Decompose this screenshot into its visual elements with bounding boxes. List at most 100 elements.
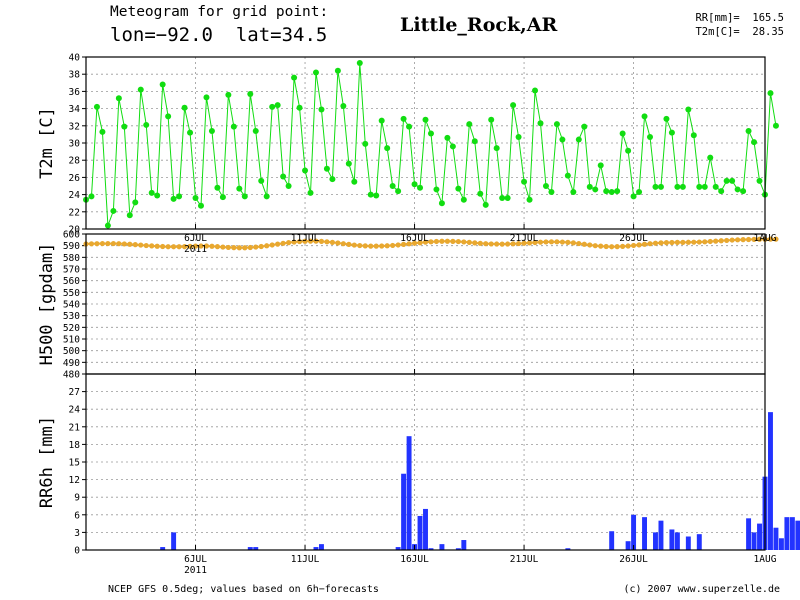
temperature-frame <box>85 56 766 230</box>
temperature-point <box>674 183 681 190</box>
date-tick-label: 16JUL <box>400 554 429 565</box>
temperature-point <box>603 188 610 195</box>
temperature-point <box>302 167 309 174</box>
temperature-point <box>176 193 183 200</box>
geopotential-point <box>494 241 500 247</box>
temperature-point <box>712 183 719 190</box>
temperature-point <box>438 200 445 207</box>
temperature-point <box>422 116 429 123</box>
temperature-point <box>323 165 330 172</box>
temperature-y-tick-label: 38 <box>69 70 81 81</box>
date-tick-label: 21JUL <box>510 233 539 244</box>
geopotential-point <box>116 241 122 247</box>
geopotential-point <box>275 241 281 247</box>
geopotential-point <box>395 242 401 248</box>
temperature-point <box>542 183 549 189</box>
geopotential-point <box>483 241 489 247</box>
precip-bar <box>653 532 658 550</box>
geopotential-point <box>499 241 505 247</box>
geopotential-axis-label: H500 [gpdam] <box>37 243 57 366</box>
temperature-point <box>477 190 484 197</box>
geopotential-point <box>357 242 363 249</box>
precip-y-tick-label: 18 <box>69 440 81 451</box>
temperature-point <box>499 195 506 202</box>
geopotential-point <box>729 237 735 243</box>
geopotential-point <box>258 243 264 250</box>
temperature-point <box>619 130 626 137</box>
precip-bar <box>609 531 615 550</box>
geopotential-point <box>641 241 648 247</box>
temperature-point <box>187 129 194 136</box>
geopotential-point <box>340 241 346 247</box>
geopotential-point <box>636 242 642 248</box>
temperature-point <box>269 103 276 110</box>
year-label: 2011 <box>184 565 207 576</box>
temperature-point <box>510 102 517 109</box>
temperature-point <box>99 128 106 135</box>
geopotential-point <box>313 238 319 244</box>
geopotential-y-tick-label: 520 <box>63 323 80 334</box>
geopotential-point <box>713 238 719 244</box>
geopotential-point <box>318 238 325 244</box>
temperature-point <box>493 145 500 152</box>
geopotential-y-tick-label: 510 <box>63 335 80 346</box>
temperature-point <box>608 189 615 196</box>
precip-bar <box>768 412 773 550</box>
geopotential-point <box>203 243 210 249</box>
temperature-point <box>690 132 697 139</box>
temperature-point <box>652 183 659 190</box>
temperature-point <box>745 127 752 134</box>
geopotential-point <box>433 238 440 245</box>
temperature-point <box>395 188 402 195</box>
geopotential-point <box>411 240 418 246</box>
temperature-point <box>630 193 637 200</box>
geopotential-point <box>510 241 516 247</box>
geopotential-point <box>379 243 385 249</box>
temperature-point <box>427 130 434 137</box>
temperature-point <box>636 189 643 196</box>
precip-bar <box>778 538 784 550</box>
geopotential-point <box>696 239 702 245</box>
geopotential-point <box>707 238 713 245</box>
geopotential-point <box>466 239 472 245</box>
geopotential-y-tick-label: 580 <box>63 253 80 264</box>
precip-axis-label: RR6h [mm] <box>37 416 57 508</box>
geopotential-point <box>598 243 604 249</box>
geopotential-point <box>439 238 445 244</box>
date-tick-label: 11JUL <box>291 554 320 565</box>
date-tick-label: 16JUL <box>400 233 429 244</box>
temperature-point <box>258 177 265 184</box>
geopotential-point <box>88 241 95 247</box>
precip-bar <box>642 517 647 550</box>
geopotential-point <box>526 240 533 246</box>
temperature-point <box>203 94 210 101</box>
temperature-y-tick-label: 36 <box>69 87 81 98</box>
temperature-point <box>575 136 582 143</box>
geopotential-point <box>165 244 171 250</box>
geopotential-point <box>110 240 116 247</box>
geopotential-point <box>603 243 609 250</box>
precip-bar <box>160 547 166 550</box>
geopotential-y-tick-label: 530 <box>63 311 80 322</box>
precip-bar <box>746 518 752 550</box>
temperature-y-tick-label: 40 <box>69 53 81 64</box>
geopotential-point <box>505 241 511 247</box>
geopotential-point <box>472 240 478 246</box>
temperature-point <box>88 193 95 200</box>
geopotential-point <box>570 240 576 246</box>
temperature-point <box>230 123 237 130</box>
geopotential-point <box>658 240 664 246</box>
precip-bar <box>669 529 675 550</box>
geopotential-point <box>181 244 188 250</box>
geopotential-point <box>647 241 653 247</box>
temperature-point <box>252 127 259 134</box>
temperature-point <box>504 195 511 202</box>
temperature-point <box>641 113 648 120</box>
geopotential-point <box>565 239 571 245</box>
temperature-point <box>132 199 139 206</box>
precip-bar <box>625 541 631 550</box>
geopotential-point <box>406 241 412 247</box>
temperature-point <box>378 117 385 124</box>
geopotential-point <box>691 239 697 245</box>
